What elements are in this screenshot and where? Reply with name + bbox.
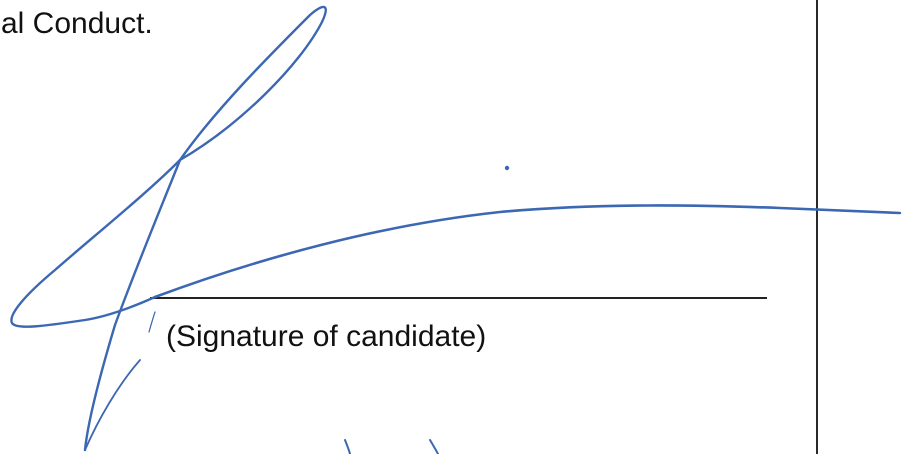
signature-caption: (Signature of candidate) — [166, 320, 487, 353]
column-divider — [816, 0, 818, 454]
declaration-text-fragment: al Conduct. — [1, 7, 153, 40]
signature-line — [150, 297, 767, 299]
